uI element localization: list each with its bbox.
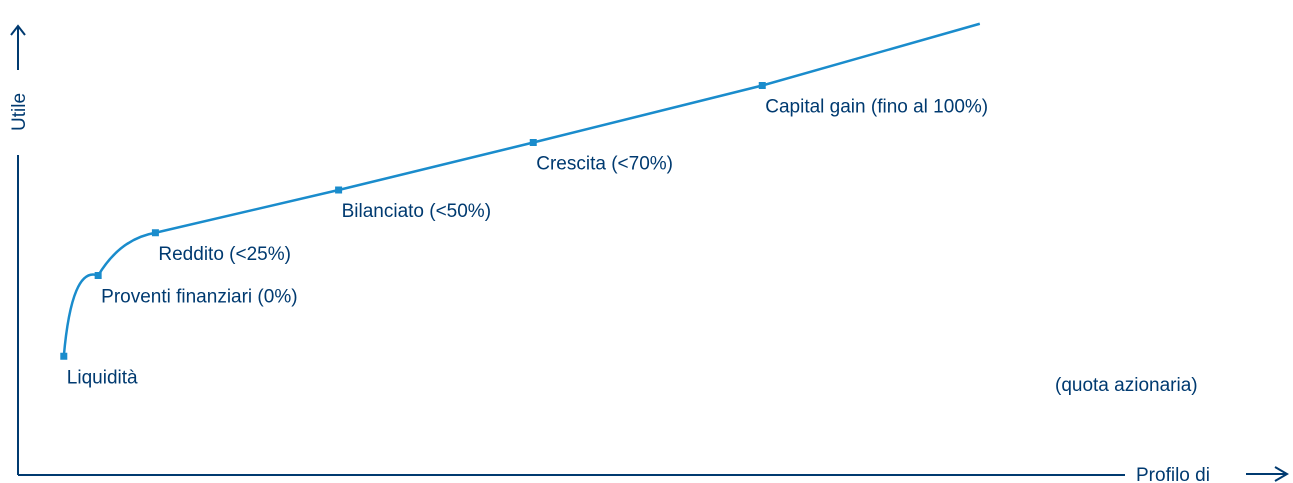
data-point-marker — [758, 82, 766, 89]
data-point-marker — [335, 186, 343, 194]
data-point-label: Reddito (<25%) — [158, 244, 291, 265]
x-axis-arrow-head — [1274, 466, 1289, 482]
y-axis-label: Utile — [9, 93, 30, 131]
y-axis-arrow-head — [10, 24, 26, 36]
data-point-label: Bilanciato (<50%) — [342, 201, 491, 222]
plot-area: Liquidità Proventi finanziari (0%) Reddito… — [60, 22, 988, 388]
data-point-marker — [60, 352, 68, 360]
data-point-marker — [151, 229, 159, 237]
x-axis-label: Profilo di — [1136, 465, 1210, 483]
data-point-label: Proventi finanziari (0%) — [101, 287, 297, 308]
data-point-label: Crescita (<70%) — [536, 154, 673, 175]
data-point-marker — [94, 272, 102, 279]
data-point-label: Liquidità — [67, 367, 138, 388]
x-axis-note: (quota azionaria) — [1055, 375, 1198, 396]
data-point-marker — [529, 139, 537, 146]
data-point-label: Capital gain (fino al 100%) — [765, 97, 988, 118]
